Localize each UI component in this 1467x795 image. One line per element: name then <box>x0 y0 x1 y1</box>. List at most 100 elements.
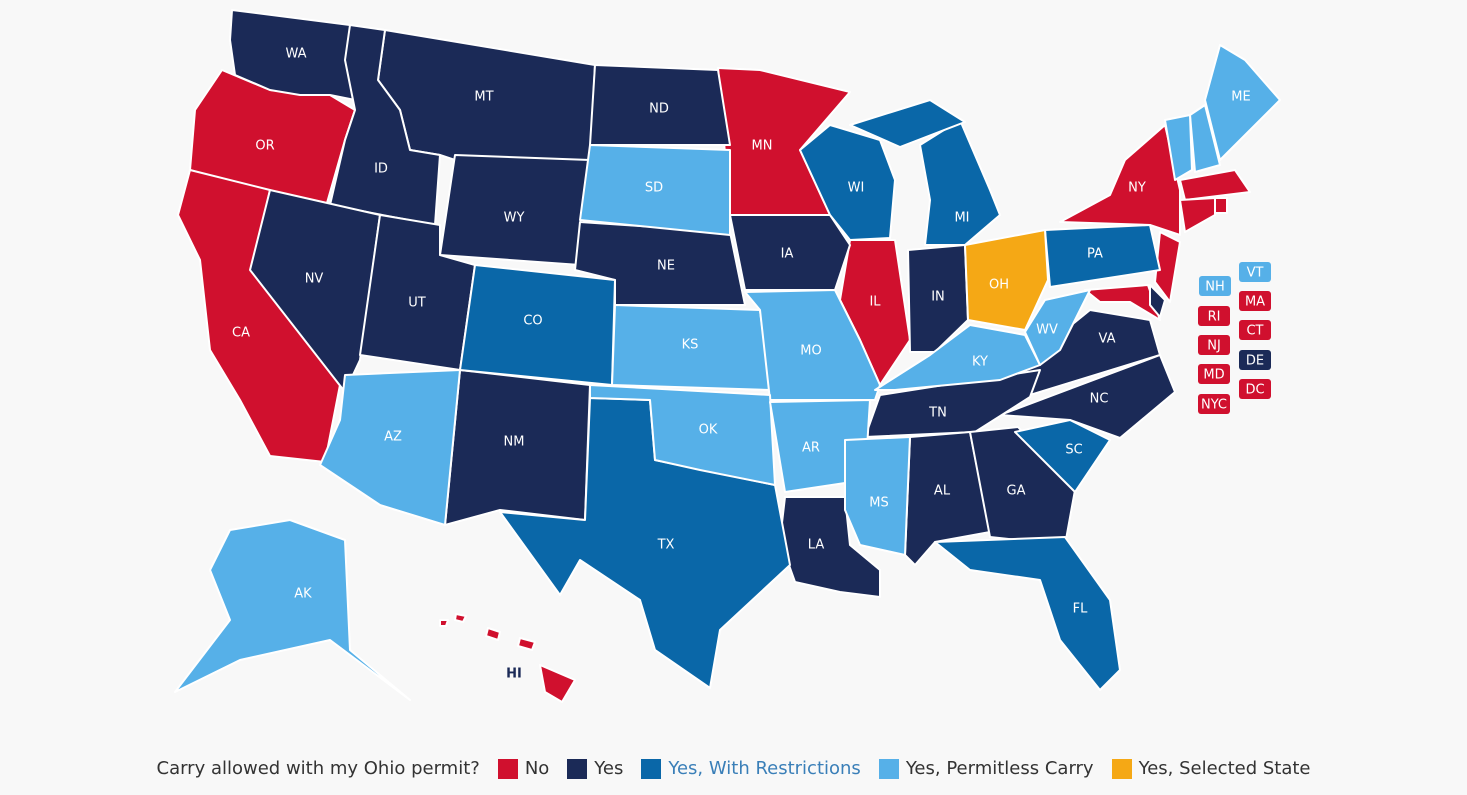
state-box[interactable] <box>1239 262 1271 282</box>
state-label: NV <box>305 272 324 287</box>
legend-swatch <box>878 758 899 779</box>
state-shape[interactable] <box>1084 284 1161 321</box>
state-shape[interactable] <box>329 24 441 226</box>
state-label: IN <box>931 290 945 305</box>
legend-item: No <box>497 758 549 779</box>
us-map: OR CA MN IL NY HI MA RI CT NJ MD DC NYC WA MT ID NV UT WY N… <box>174 9 1281 703</box>
state-box[interactable] <box>1239 350 1271 370</box>
state-shape[interactable] <box>1044 224 1161 288</box>
state-label: WI <box>848 181 865 196</box>
state-shape[interactable] <box>539 664 576 703</box>
state-label: NJ <box>1207 339 1221 354</box>
state-label: CO <box>523 314 542 329</box>
state-label: ID <box>374 162 388 177</box>
state-shape[interactable] <box>1179 169 1251 201</box>
state-label: MA <box>1245 295 1265 310</box>
legend-label: Yes, With Restrictions <box>668 758 861 779</box>
state-shape[interactable] <box>1214 197 1228 214</box>
legend-label: Yes, Selected State <box>1138 758 1311 779</box>
state-shape[interactable] <box>319 369 461 526</box>
state-shape[interactable] <box>1204 44 1281 161</box>
legend: Carry allowed with my Ohio permit? No Yes… <box>0 758 1467 779</box>
state-label: AZ <box>384 430 402 445</box>
state-label: LA <box>808 538 825 553</box>
state-shape[interactable] <box>849 99 966 148</box>
state-label: MS <box>869 496 888 511</box>
state-label: MI <box>954 211 969 226</box>
state-shape[interactable] <box>1059 124 1181 236</box>
state-shape[interactable] <box>589 64 731 146</box>
state-box[interactable] <box>1198 306 1230 326</box>
legend-item: Yes, Selected State <box>1111 758 1311 779</box>
state-box[interactable] <box>1198 394 1230 414</box>
state-shape[interactable] <box>517 637 536 651</box>
state-shape[interactable] <box>1149 284 1166 318</box>
state-label: WY <box>504 211 525 226</box>
state-label: AR <box>802 441 820 456</box>
state-label: NC <box>1090 392 1109 407</box>
legend-item: Yes <box>567 758 623 779</box>
state-label: GA <box>1007 484 1026 499</box>
state-label: AL <box>934 484 951 499</box>
state-label: NM <box>504 435 525 450</box>
state-label: KS <box>682 338 699 353</box>
state-box[interactable] <box>1199 276 1231 296</box>
legend-swatch <box>567 758 588 779</box>
legend-item: Yes, With Restrictions <box>641 758 861 779</box>
state-box[interactable] <box>1239 379 1271 399</box>
state-shape[interactable] <box>1179 197 1216 233</box>
state-label: TN <box>928 406 947 421</box>
state-shape[interactable] <box>844 436 911 556</box>
state-label: AK <box>294 587 312 602</box>
state-label: TX <box>657 538 675 553</box>
state-label: DC <box>1245 383 1264 398</box>
state-label: HI <box>506 667 522 682</box>
state-shape[interactable] <box>1014 419 1111 493</box>
legend-swatch <box>497 758 518 779</box>
state-label: WA <box>285 47 306 62</box>
state-shape[interactable] <box>174 519 411 701</box>
state-box[interactable] <box>1198 364 1230 384</box>
state-label: OK <box>699 423 718 438</box>
legend-swatch <box>641 758 662 779</box>
state-shape[interactable] <box>969 426 1076 546</box>
state-label: MO <box>800 344 821 359</box>
state-label: MD <box>1203 368 1224 383</box>
state-shape[interactable] <box>439 619 449 627</box>
state-label: MN <box>752 139 773 154</box>
state-label: NY <box>1128 181 1146 196</box>
state-label: SC <box>1065 443 1082 458</box>
legend-item: Yes, Permitless Carry <box>878 758 1094 779</box>
state-box[interactable] <box>1239 320 1271 340</box>
state-label: FL <box>1073 602 1088 617</box>
state-label: PA <box>1087 247 1103 262</box>
state-shape[interactable] <box>1189 104 1221 173</box>
state-shape[interactable] <box>799 124 896 241</box>
state-label: OR <box>255 139 274 154</box>
state-shape[interactable] <box>934 536 1121 691</box>
state-label: CT <box>1246 324 1263 339</box>
state-box[interactable] <box>1239 291 1271 311</box>
state-label: NE <box>657 259 675 274</box>
state-shape[interactable] <box>1164 114 1193 181</box>
state-shape[interactable] <box>579 144 731 236</box>
state-box[interactable] <box>1198 335 1230 355</box>
state-label: VA <box>1099 332 1116 347</box>
legend-title: Carry allowed with my Ohio permit? <box>156 758 480 779</box>
state-shape[interactable] <box>744 289 881 401</box>
state-shape[interactable] <box>729 214 851 291</box>
state-shape[interactable] <box>919 119 1001 246</box>
legend-swatch <box>1111 758 1132 779</box>
state-shape[interactable] <box>999 354 1176 439</box>
state-label: ND <box>649 102 669 117</box>
state-label: CA <box>232 326 250 341</box>
state-shape[interactable] <box>964 229 1049 331</box>
state-label: RI <box>1208 310 1221 325</box>
state-label: VT <box>1247 266 1264 281</box>
state-label: KY <box>972 355 988 370</box>
state-shape[interactable] <box>1024 289 1091 366</box>
state-shape[interactable] <box>485 627 501 641</box>
state-shape[interactable] <box>454 613 467 623</box>
state-label: ME <box>1231 90 1250 105</box>
